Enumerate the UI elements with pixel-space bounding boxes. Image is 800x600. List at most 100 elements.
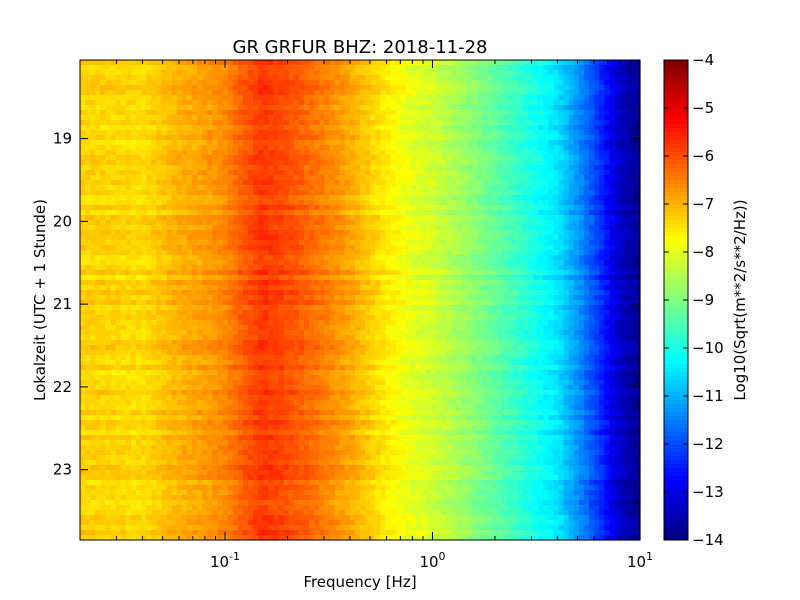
heatmap-cell	[548, 130, 555, 136]
heatmap-cell	[578, 75, 585, 81]
heatmap-cell	[242, 215, 249, 221]
heatmap-cell	[538, 225, 544, 231]
heatmap-cell	[573, 80, 580, 86]
heatmap-cell	[344, 175, 351, 181]
heatmap-cell	[568, 155, 575, 161]
heatmap-cell	[161, 240, 168, 246]
heatmap-cell	[553, 155, 560, 161]
heatmap-cell	[492, 90, 499, 96]
heatmap-cell	[360, 180, 366, 186]
heatmap-cell	[405, 235, 412, 241]
heatmap-cell	[85, 200, 91, 206]
heatmap-cell	[90, 215, 96, 221]
heatmap-cell	[166, 100, 173, 106]
heatmap-cell	[441, 235, 448, 241]
heatmap-cell	[507, 130, 514, 136]
heatmap-cell	[100, 210, 107, 216]
heatmap-cell	[85, 125, 91, 131]
heatmap-cell	[553, 120, 560, 126]
heatmap-cell	[186, 120, 193, 126]
heatmap-cell	[105, 90, 112, 96]
heatmap-cell	[446, 95, 453, 101]
heatmap-cell	[441, 165, 448, 171]
heatmap-cell	[563, 155, 570, 161]
heatmap-cell	[253, 60, 259, 66]
heatmap-cell	[436, 215, 443, 221]
heatmap-cell	[517, 70, 524, 76]
heatmap-cell	[538, 125, 544, 131]
heatmap-cell	[273, 80, 280, 86]
heatmap-cell	[609, 75, 616, 81]
heatmap-cell	[197, 95, 203, 101]
heatmap-cell	[390, 110, 397, 116]
heatmap-cell	[268, 75, 275, 81]
heatmap-cell	[563, 140, 570, 146]
heatmap-cell	[136, 215, 142, 221]
heatmap-cell	[227, 60, 234, 66]
heatmap-cell	[548, 235, 555, 241]
heatmap-cell	[477, 255, 483, 261]
heatmap-cell	[426, 185, 432, 191]
heatmap-cell	[522, 70, 529, 76]
heatmap-cell	[100, 265, 107, 271]
heatmap-cell	[456, 230, 463, 236]
heatmap-cell	[365, 255, 371, 261]
heatmap-cell	[533, 150, 539, 156]
heatmap-cell	[426, 210, 432, 216]
heatmap-cell	[136, 280, 142, 286]
heatmap-cell	[268, 180, 275, 186]
heatmap-cell	[85, 140, 91, 146]
heatmap-cell	[304, 70, 310, 76]
heatmap-cell	[298, 175, 305, 181]
heatmap-cell	[446, 150, 453, 156]
heatmap-cell	[426, 155, 432, 161]
heatmap-cell	[405, 165, 412, 171]
heatmap-cell	[477, 120, 483, 126]
heatmap-cell	[370, 155, 376, 161]
heatmap-cell	[431, 120, 437, 126]
heatmap-cell	[309, 235, 315, 241]
heatmap-cell	[278, 150, 285, 156]
heatmap-cell	[146, 145, 152, 151]
heatmap-cell	[517, 95, 524, 101]
heatmap-cell	[197, 105, 203, 111]
heatmap-cell	[232, 195, 239, 201]
heatmap-cell	[502, 245, 509, 251]
heatmap-cell	[242, 230, 249, 236]
heatmap-cell	[130, 145, 137, 151]
heatmap-cell	[502, 240, 509, 246]
heatmap-cell	[563, 135, 570, 141]
heatmap-cell	[390, 255, 397, 261]
heatmap-cell	[120, 155, 127, 161]
heatmap-cell	[105, 110, 112, 116]
heatmap-cell	[212, 165, 219, 171]
heatmap-cell	[426, 190, 432, 196]
heatmap-cell	[100, 135, 107, 141]
heatmap-cell	[324, 200, 331, 206]
heatmap-cell	[522, 250, 529, 256]
heatmap-cell	[558, 140, 565, 146]
heatmap-cell	[329, 120, 336, 126]
heatmap-cell	[319, 270, 325, 276]
heatmap-cell	[436, 125, 443, 131]
heatmap-cell	[472, 130, 478, 136]
heatmap-cell	[461, 250, 468, 256]
heatmap-cell	[497, 140, 504, 146]
heatmap-cell	[528, 65, 534, 71]
heatmap-cell	[110, 170, 117, 176]
heatmap-cell	[85, 220, 91, 226]
heatmap-cell	[507, 195, 514, 201]
heatmap-cell	[410, 175, 417, 181]
heatmap-cell	[624, 120, 631, 126]
heatmap-cell	[273, 60, 280, 66]
heatmap-cell	[329, 195, 336, 201]
heatmap-cell	[568, 105, 575, 111]
heatmap-cell	[80, 80, 86, 86]
heatmap-cell	[222, 140, 229, 146]
heatmap-cell	[344, 155, 351, 161]
heatmap-cell	[202, 245, 208, 251]
heatmap-cell	[614, 175, 621, 181]
heatmap-cell	[436, 130, 443, 136]
heatmap-cell	[492, 190, 499, 196]
heatmap-cell	[110, 255, 117, 261]
